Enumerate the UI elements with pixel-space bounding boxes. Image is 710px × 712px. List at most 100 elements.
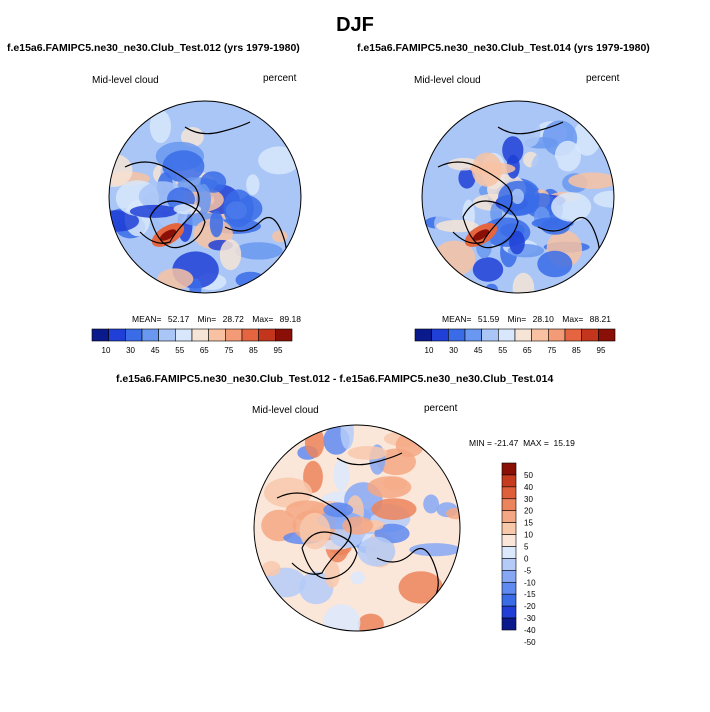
contour-blob <box>331 529 371 545</box>
colorbar-box <box>501 558 517 571</box>
colorbar-box <box>501 546 517 559</box>
panel2-stats: MEAN= 51.59 Min= 28.10 Max= 88.21 <box>442 314 611 324</box>
contour-blob <box>365 532 395 568</box>
contour-blob <box>182 182 232 220</box>
contour-blob <box>223 194 263 223</box>
map3-border <box>253 424 461 632</box>
contour-blob <box>162 150 205 183</box>
contour-blob <box>109 153 133 187</box>
colorbar-box <box>141 328 159 342</box>
contour-blob <box>533 206 550 229</box>
panel2-max-value: 88.21 <box>589 314 611 324</box>
contour-blob <box>524 137 558 149</box>
high-cloud-core <box>472 229 490 241</box>
colorbar-tick-label: 75 <box>224 346 233 355</box>
contour-blob <box>154 192 189 229</box>
contour-blob <box>342 520 388 533</box>
panel2-right-label: percent <box>586 73 620 84</box>
contour-blob <box>346 495 364 528</box>
contour-blob <box>446 507 460 520</box>
contour-blob <box>350 571 365 585</box>
contour-blob <box>502 136 524 164</box>
contour-blob <box>199 184 240 215</box>
contour-blob <box>531 217 574 230</box>
map1-border <box>108 100 302 294</box>
colorbar-box <box>275 328 293 342</box>
contour-blob <box>434 206 485 241</box>
contour-blob <box>196 183 211 215</box>
colorbar-tick-label: 45 <box>151 346 160 355</box>
contour-blob <box>523 151 539 168</box>
contour-blob <box>525 193 557 219</box>
colorbar-box <box>501 522 517 535</box>
colorbar-tick-label: -20 <box>524 602 536 611</box>
panel3-stats: MIN = -21.47 MAX = 15.19 <box>469 438 575 448</box>
contour-blob <box>495 194 529 212</box>
contour-blob <box>261 561 281 577</box>
colorbar-box <box>514 328 532 342</box>
contour-blob <box>537 250 573 278</box>
contour-blob <box>543 241 590 253</box>
colorbar-box <box>548 328 566 342</box>
colorbar-tick-label: 95 <box>274 346 283 355</box>
contour-blob <box>549 191 580 203</box>
contour-blob <box>500 237 518 268</box>
contour-blob <box>325 526 350 563</box>
colorbar-box <box>175 328 193 342</box>
colorbar-box <box>501 605 517 619</box>
contour-blob <box>258 146 300 175</box>
contour-blob <box>156 172 174 208</box>
contour-blob <box>340 425 354 450</box>
contour-blob <box>472 257 504 282</box>
colorbar-box <box>501 593 517 607</box>
contour-blob <box>180 171 216 196</box>
contour-blob <box>219 239 242 271</box>
colorbar-tick-label: -50 <box>524 638 536 647</box>
contour-blob <box>344 518 370 538</box>
panel1-title: f.e15a6.FAMIPC5.ne30_ne30.Club_Test.012 … <box>7 42 300 54</box>
colorbar-tick-label: 55 <box>175 346 184 355</box>
colorbar-box <box>448 328 466 342</box>
panel2-mean-label: MEAN= <box>442 314 472 324</box>
panel1-mean-label: MEAN= <box>132 314 162 324</box>
contour-blob <box>306 501 351 532</box>
contour-blob <box>225 201 247 220</box>
contour-blob <box>383 476 407 491</box>
colorbar-tick-label: 20 <box>524 507 533 516</box>
contour-blob <box>349 514 366 542</box>
contour-blob <box>554 140 582 172</box>
panel2-left-label: Mid-level cloud <box>414 75 481 86</box>
high-cloud-feature <box>464 223 498 247</box>
colorbar-tick-label: 10 <box>425 346 434 355</box>
contour-blob <box>424 216 454 229</box>
colorbar-tick-label: -10 <box>524 578 536 587</box>
contour-blob <box>109 208 143 232</box>
colorbar-box <box>581 328 599 342</box>
colorbar-box <box>108 328 126 342</box>
contour-blob <box>143 191 160 209</box>
contour-blob <box>299 512 331 550</box>
contour-blob <box>551 192 592 222</box>
colorbar-box <box>125 328 143 342</box>
map3-field <box>254 425 460 631</box>
contour-blob <box>482 217 531 247</box>
contour-blob <box>324 561 340 588</box>
contour-blob <box>346 514 367 542</box>
contour-blob <box>304 426 325 458</box>
contour-blob <box>264 477 313 508</box>
contour-blob <box>383 430 427 447</box>
contour-blob <box>512 272 535 293</box>
contour-blob <box>529 194 566 207</box>
coastline <box>437 121 600 278</box>
contour-blob <box>495 178 541 217</box>
contour-blob <box>593 190 614 208</box>
panel1-max-label: Max= <box>252 314 274 324</box>
contour-blob <box>272 230 288 243</box>
contour-blob <box>165 172 184 204</box>
contour-blob <box>458 167 476 189</box>
contour-blob <box>160 156 177 195</box>
page-title: DJF <box>336 14 374 36</box>
contour-blob <box>485 283 498 293</box>
contour-blob <box>521 194 539 214</box>
colorbar-box <box>531 328 549 342</box>
